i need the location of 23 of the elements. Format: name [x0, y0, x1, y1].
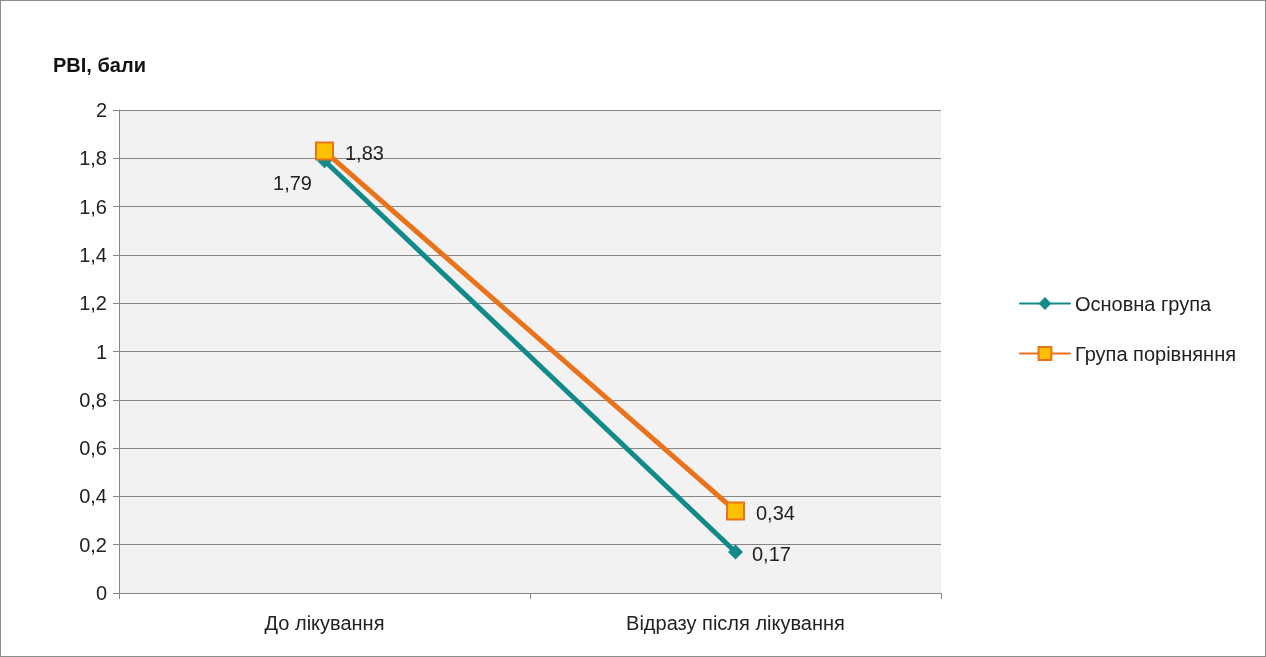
y-tick-label: 1,8: [79, 147, 107, 170]
y-axis-title: PBI, бали: [53, 54, 146, 76]
y-tick-label: 0,2: [79, 533, 107, 556]
legend-label: Основна група: [1074, 292, 1213, 315]
point: [315, 141, 334, 161]
y-tick-label: 1,2: [79, 292, 107, 315]
data-label: 1,79: [273, 171, 312, 194]
data-label: 0,17: [752, 542, 791, 565]
data-label: 1,83: [345, 142, 384, 165]
y-tick-label: 0,4: [79, 485, 107, 508]
x-tick-label: Відразу після лікування: [626, 612, 845, 634]
x-tick-label: До лікування: [264, 612, 385, 634]
legend-label: Група порівняння: [1074, 342, 1237, 365]
y-tick-label: 1,6: [79, 195, 107, 218]
y-tick-label: 2: [95, 99, 107, 121]
point: [728, 544, 743, 560]
y-tick-label: 1: [95, 340, 107, 363]
y-tick-label: 0,8: [79, 388, 107, 411]
point: [726, 501, 745, 521]
y-tick-label: 0,6: [79, 437, 107, 460]
y-tick-label: 1,4: [79, 243, 107, 266]
y-tick-label: 0: [95, 582, 107, 604]
data-label: 0,34: [756, 501, 795, 524]
